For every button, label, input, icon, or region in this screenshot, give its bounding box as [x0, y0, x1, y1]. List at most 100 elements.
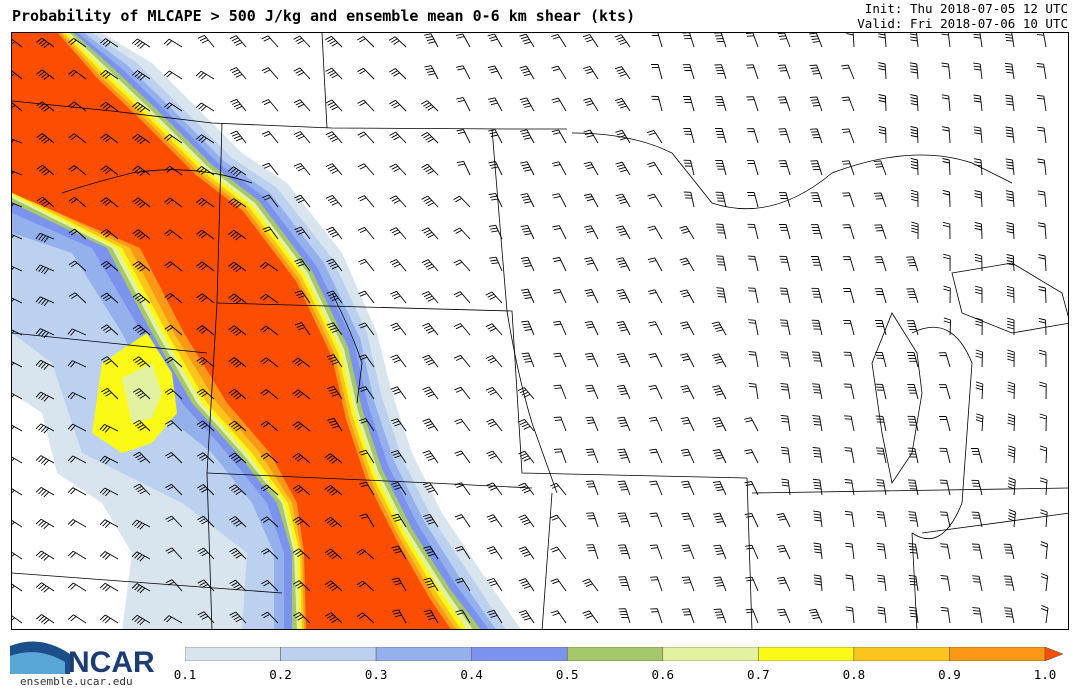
wind-barb — [712, 417, 727, 432]
wind-barb — [228, 452, 247, 464]
wind-barb — [294, 258, 311, 272]
wind-barb — [908, 574, 919, 592]
wind-barb — [12, 424, 23, 432]
wind-barb — [67, 519, 87, 528]
wind-barb — [1003, 543, 1015, 560]
colorbar-bin — [566, 647, 664, 661]
wind-barb — [520, 224, 535, 240]
wind-barb — [100, 229, 119, 240]
wind-barb — [939, 416, 951, 432]
wind-barb — [616, 384, 631, 400]
wind-barb — [229, 547, 247, 560]
colorbar-tick-label: 0.4 — [460, 667, 483, 682]
wind-barb — [908, 511, 919, 528]
wind-barb — [973, 62, 983, 80]
wind-barb — [875, 383, 887, 400]
wind-barb — [744, 512, 759, 528]
wind-barb — [101, 388, 119, 400]
wind-barb — [1007, 413, 1016, 432]
wind-barb — [359, 481, 375, 496]
wind-barb — [813, 542, 823, 560]
wind-barb — [262, 194, 279, 208]
wind-barb — [260, 357, 279, 368]
wind-barb — [777, 33, 791, 48]
wind-barb — [196, 420, 215, 432]
wind-barb — [165, 579, 183, 592]
wind-barb — [583, 97, 599, 112]
wind-barb — [454, 354, 471, 368]
wind-barb — [454, 418, 471, 432]
wind-barb — [455, 33, 471, 48]
wind-barb — [262, 226, 279, 240]
wind-barb — [12, 329, 23, 336]
wind-barb — [973, 126, 983, 144]
wind-barb — [942, 189, 951, 208]
wind-barb — [843, 319, 855, 336]
wind-barb — [975, 413, 984, 432]
wind-barb — [453, 323, 471, 336]
wind-barb — [649, 544, 663, 560]
wind-barb — [132, 324, 151, 336]
wind-barb — [100, 324, 119, 336]
wind-barb — [745, 608, 759, 624]
wind-barb — [260, 293, 279, 304]
wind-barb — [907, 383, 919, 400]
logo-url[interactable]: ensemble.ucar.edu — [20, 675, 133, 688]
wind-barb — [845, 542, 855, 560]
wind-barb — [324, 612, 343, 624]
wind-barb — [780, 414, 791, 432]
great-lakes-huron — [951, 262, 1068, 334]
wind-barb — [421, 163, 439, 176]
wind-barb — [35, 455, 55, 466]
wind-barb — [682, 608, 695, 624]
wind-barb — [971, 479, 983, 496]
wind-barb — [67, 550, 87, 560]
forecast-map[interactable] — [11, 32, 1069, 630]
wind-barb — [650, 33, 663, 48]
wind-barb — [682, 33, 695, 48]
wind-barb — [647, 225, 663, 240]
wind-barb — [486, 418, 503, 432]
wind-barb — [778, 96, 791, 112]
wind-barb — [260, 548, 279, 560]
wind-barb — [874, 224, 887, 240]
wind-barb — [715, 255, 727, 272]
wind-barb — [552, 193, 567, 208]
wind-barb — [195, 134, 215, 144]
wind-barb — [747, 223, 759, 240]
wind-barb — [422, 354, 439, 368]
wind-barb — [262, 130, 279, 144]
wind-barb — [389, 163, 407, 176]
wind-barb — [683, 127, 695, 144]
wind-barb — [810, 192, 823, 208]
wind-barb — [67, 455, 87, 464]
wind-barb — [424, 65, 439, 80]
wind-barb — [292, 580, 311, 592]
wind-barb — [133, 451, 151, 464]
wind-barb — [647, 193, 663, 208]
wind-barb — [197, 547, 215, 560]
wind-barb — [421, 259, 439, 272]
wind-barb — [617, 512, 631, 528]
wind-barb — [974, 190, 983, 208]
wind-barb — [812, 415, 823, 432]
wind-barb — [196, 261, 215, 272]
wind-barb — [132, 197, 151, 208]
wind-barb — [971, 448, 983, 464]
wind-barb — [165, 483, 183, 496]
wind-barb — [583, 193, 599, 208]
wind-barb — [390, 354, 407, 368]
wind-barb — [390, 450, 407, 464]
wind-barb — [324, 516, 343, 528]
wind-barb — [843, 288, 855, 304]
wind-barb — [841, 64, 855, 80]
wind-barb — [67, 614, 87, 624]
wind-barb — [68, 165, 87, 176]
wind-barb — [878, 125, 887, 144]
wind-barb — [715, 223, 727, 240]
wind-barb — [553, 384, 567, 400]
wind-barb — [972, 575, 983, 592]
wind-barb — [35, 391, 55, 402]
wind-barb — [391, 513, 407, 528]
wind-barb — [975, 349, 983, 368]
